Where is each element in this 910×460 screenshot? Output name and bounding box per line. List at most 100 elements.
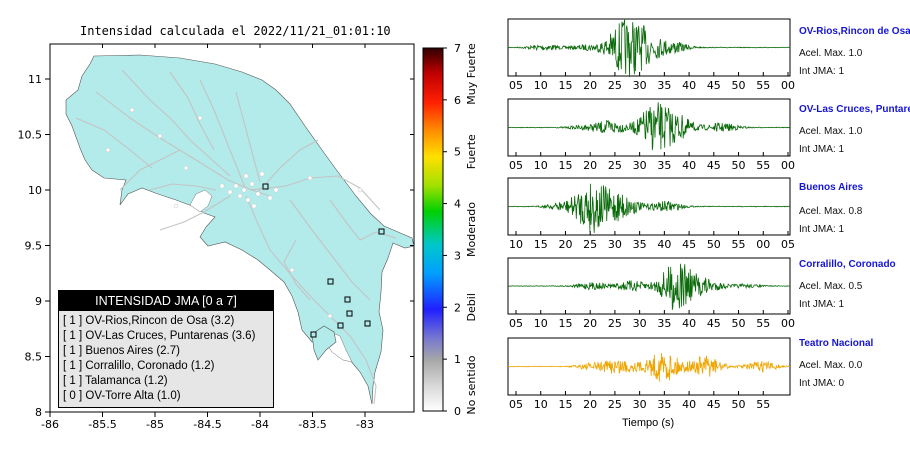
station-jma: Int JMA: 1 xyxy=(799,299,845,310)
trace-tick-label: 30 xyxy=(633,317,647,330)
road-network xyxy=(75,69,397,405)
trace-tick-label: 30 xyxy=(608,238,622,251)
trace-tick-label: 45 xyxy=(707,317,721,330)
station-marker xyxy=(262,183,269,190)
station-accel: Acel. Max. 0.8 xyxy=(799,206,863,217)
trace-tick-label: 40 xyxy=(682,317,696,330)
map-y-tick-label: 10 xyxy=(28,184,42,197)
station-marker xyxy=(337,322,344,329)
station-jma: Int JMA: 0 xyxy=(799,378,845,389)
trace-tick-label: 15 xyxy=(558,398,572,411)
trace-tick-label: 15 xyxy=(534,238,548,251)
trace-tick-label: 35 xyxy=(657,159,671,172)
trace-tick-label: 35 xyxy=(657,317,671,330)
map-y-tick-label: 10.5 xyxy=(18,129,43,142)
trace-tick-label: 05 xyxy=(781,238,795,251)
map-y-tick-label: 8 xyxy=(35,406,42,419)
map-y-tick-label: 11 xyxy=(28,73,42,86)
colorbar-ticks: 0 1 2 3 4 5 6 7 xyxy=(443,42,461,418)
station-marker xyxy=(310,331,317,338)
trace-tick-label: 40 xyxy=(682,398,696,411)
map-x-axis: -86 -85.5 -85 -84.5 -84 -83.5 -83 xyxy=(41,44,374,431)
trace-tick-label: 05 xyxy=(509,398,523,411)
trace-tick-label: 20 xyxy=(583,317,597,330)
trace-tick-label: 40 xyxy=(682,159,696,172)
colorbar-label: Debil xyxy=(465,293,478,321)
trace-tick-label: 50 xyxy=(732,317,746,330)
trace-tick-label: 35 xyxy=(633,238,647,251)
trace-tick-label: 35 xyxy=(657,398,671,411)
intensity-colorbar: 0 1 2 3 4 5 6 7 No sentido Debil Moderado Fuerte Mu… xyxy=(422,42,478,418)
legend-item: [ 1 ] Talamanca (1.2) xyxy=(63,375,168,387)
trace-tick-label: 40 xyxy=(657,238,671,251)
station-accel: Acel. Max. 1.0 xyxy=(799,126,863,137)
trace-tick-label: 00 xyxy=(756,238,770,251)
colorbar-tick-label: 4 xyxy=(454,198,461,211)
trace-tick-label: 30 xyxy=(633,398,647,411)
colorbar-label: Moderado xyxy=(465,202,478,257)
trace-tick-label: 15 xyxy=(558,317,572,330)
trace-tick-label: 30 xyxy=(633,159,647,172)
time-axis-label: Tiempo (s) xyxy=(622,417,675,429)
colorbar-labels: No sentido Debil Moderado Fuerte Muy Fuerte xyxy=(465,43,478,415)
seismogram-panels: 05 10 15 20 25 30 35 40 45 50 55 00 05 10 15 20 25 30 35 40… xyxy=(507,18,795,411)
trace-tick-label: 55 xyxy=(756,398,770,411)
trace-tick-label: 00 xyxy=(781,79,795,92)
map-x-tick-label: -83 xyxy=(356,418,374,431)
trace-tick-label: 20 xyxy=(583,398,597,411)
trace-tick-label: 25 xyxy=(608,159,622,172)
station-marker xyxy=(327,278,334,285)
station-accel: Acel. Max. 1.0 xyxy=(799,48,863,59)
station-accel: Acel. Max. 0.5 xyxy=(799,281,863,292)
trace-tick-label: 10 xyxy=(509,238,523,251)
trace-tick-label: 50 xyxy=(732,79,746,92)
legend-title: INTENSIDAD JMA [0 a 7] xyxy=(59,291,273,311)
map-x-tick-label: -84 xyxy=(251,418,269,431)
trace-tick-label: 45 xyxy=(707,79,721,92)
map-x-tick-label: -85 xyxy=(146,418,164,431)
trace-tick-label: 45 xyxy=(682,238,696,251)
station-marker xyxy=(378,228,385,235)
map-x-tick-label: -84.5 xyxy=(193,418,221,431)
station-name: OV-Las Cruces, Puntarenas xyxy=(799,104,910,115)
trace-tick-label: 55 xyxy=(732,238,746,251)
trace-tick-label: 20 xyxy=(583,79,597,92)
trace-tick-label: 05 xyxy=(509,159,523,172)
trace-tick-label: 40 xyxy=(682,79,696,92)
station-marker xyxy=(346,310,353,317)
trace-tick-label: 10 xyxy=(534,159,548,172)
trace-tick-label: 25 xyxy=(583,238,597,251)
colorbar-tick-label: 0 xyxy=(454,405,461,418)
trace-tick-label: 55 xyxy=(756,79,770,92)
trace-tick-label: 00 xyxy=(781,159,795,172)
map-y-tick-label: 9.5 xyxy=(25,240,43,253)
colorbar-gradient xyxy=(422,47,444,412)
osa-peninsula xyxy=(311,325,337,361)
intensity-legend: INTENSIDAD JMA [0 a 7] [ 1 ] OV-Rios,Rin… xyxy=(58,290,274,408)
map-y-axis: 11 10.5 10 9.5 9 8.5 8 xyxy=(18,73,414,419)
trace-tick-label: 00 xyxy=(781,317,795,330)
colorbar-tick-label: 7 xyxy=(454,42,461,55)
station-markers xyxy=(262,183,385,338)
station-jma: Int JMA: 1 xyxy=(799,66,845,77)
trace-tick-label: 45 xyxy=(707,159,721,172)
colorbar-label: Fuerte xyxy=(465,134,478,169)
colorbar-tick-label: 1 xyxy=(454,353,461,366)
station-name: Teatro Nacional xyxy=(799,338,874,349)
trace-tick-label: 10 xyxy=(534,79,548,92)
legend-item: [ 1 ] OV-Rios,Rincon de Osa (3.2) xyxy=(63,315,235,327)
trace-tick-label: 05 xyxy=(509,79,523,92)
colorbar-label: Muy Fuerte xyxy=(465,43,478,105)
trace-tick-label: 15 xyxy=(558,79,572,92)
station-marker xyxy=(364,320,371,327)
waveform-trace xyxy=(507,183,791,233)
map-title: Intensidad calculada el 2022/11/21_01:01… xyxy=(80,24,391,38)
nicoya-gulf-water xyxy=(189,189,213,213)
station-marker xyxy=(344,296,351,303)
map-x-tick-label: -85.5 xyxy=(88,418,116,431)
station-name: Buenos Aires xyxy=(799,182,864,193)
map-y-tick-label: 9 xyxy=(35,295,42,308)
population-dots xyxy=(105,107,363,319)
trace-tick-label: 20 xyxy=(583,159,597,172)
waveform-trace xyxy=(507,102,791,151)
